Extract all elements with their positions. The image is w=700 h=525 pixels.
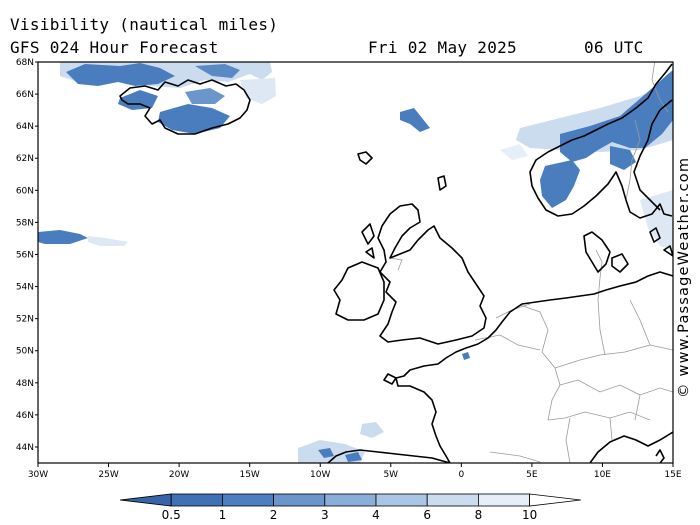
colorbar-swatch bbox=[477, 493, 530, 507]
fog-north-sea-light bbox=[500, 144, 528, 160]
lat-tick-label: 46N bbox=[16, 411, 34, 421]
country-borders bbox=[389, 62, 673, 463]
colorbar-label: 3 bbox=[321, 508, 329, 522]
forecast-time: 06 UTC bbox=[584, 38, 644, 57]
lat-tick-label: 44N bbox=[16, 443, 34, 453]
fog-iceland-interior bbox=[185, 88, 225, 104]
colorbar-label: 2 bbox=[270, 508, 278, 522]
colorbar-swatch bbox=[221, 493, 274, 507]
coast-continent bbox=[395, 271, 673, 463]
colorbar-swatch bbox=[273, 493, 326, 507]
colorbar-swatch bbox=[170, 493, 223, 507]
coast-denmark bbox=[583, 231, 629, 273]
fog-biscay-light bbox=[360, 422, 384, 438]
coast-iceland bbox=[119, 79, 251, 135]
lat-tick-label: 50N bbox=[16, 347, 34, 357]
forecast-label: GFS 024 Hour Forecast bbox=[10, 38, 219, 57]
lat-tick-label: 66N bbox=[16, 90, 34, 100]
fog-channel-dot bbox=[462, 352, 470, 360]
lat-tick-label: 52N bbox=[16, 315, 34, 325]
fog-west-57n bbox=[38, 230, 88, 244]
fog-iceland-south bbox=[158, 104, 230, 134]
lon-tick-label: 30W bbox=[28, 470, 48, 480]
colorbar-label: 10 bbox=[522, 508, 537, 522]
colorbar-high-arrow bbox=[529, 493, 581, 507]
fog-iceland-west bbox=[118, 90, 158, 110]
colorbar-label: 4 bbox=[372, 508, 380, 522]
lon-tick-label: 20W bbox=[169, 470, 189, 480]
coast-norway bbox=[529, 63, 673, 219]
fog-areas bbox=[38, 62, 673, 463]
coast-shetland bbox=[437, 175, 447, 191]
coast-hebrides bbox=[361, 223, 375, 259]
fog-baltic-light bbox=[640, 190, 673, 250]
lon-tick-label: 10E bbox=[594, 470, 611, 480]
lon-tick-label: 0 bbox=[458, 470, 464, 480]
colorbar-label: 6 bbox=[423, 508, 431, 522]
lat-tick-label: 64N bbox=[16, 122, 34, 132]
lat-tick-label: 58N bbox=[16, 218, 34, 228]
lon-tick-label: 5W bbox=[383, 470, 398, 480]
colorbar-swatch bbox=[426, 493, 479, 507]
coastlines bbox=[119, 63, 673, 463]
coast-great-britain bbox=[377, 203, 487, 345]
lon-tick-label: 15E bbox=[664, 470, 681, 480]
colorbar-swatch bbox=[375, 493, 428, 507]
colorbar-label: 8 bbox=[475, 508, 483, 522]
coast-ireland bbox=[333, 261, 385, 321]
coast-faroes bbox=[357, 151, 373, 165]
fog-norway bbox=[560, 70, 673, 162]
coast-iberia-north bbox=[327, 449, 451, 463]
colorbar-low-arrow bbox=[119, 493, 172, 507]
coast-italy-med bbox=[589, 431, 673, 463]
fog-iceland-north bbox=[66, 63, 175, 86]
coast-baltic-islands bbox=[649, 227, 673, 257]
fog-norway-southwest bbox=[540, 160, 580, 208]
axis-ticks: 30W 25W 20W 15W 10W 5W 0 5E 10E 15E 44N 46N 48N 50N 52… bbox=[16, 58, 682, 480]
colorbar-label: 1 bbox=[219, 508, 227, 522]
lat-tick-label: 54N bbox=[16, 283, 34, 293]
coast-sweden-east bbox=[633, 99, 673, 211]
lon-tick-label: 25W bbox=[98, 470, 118, 480]
lon-tick-label: 10W bbox=[310, 470, 330, 480]
forecast-date: Fri 02 May 2025 bbox=[368, 38, 517, 57]
lat-tick-label: 62N bbox=[16, 154, 34, 164]
lat-tick-label: 68N bbox=[16, 58, 34, 68]
fog-sweden-interior bbox=[610, 146, 636, 170]
visibility-colorbar: 0.5 1 2 3 4 6 8 10 bbox=[119, 493, 581, 522]
lon-tick-label: 5E bbox=[526, 470, 538, 480]
fog-west-57n-light bbox=[88, 236, 128, 246]
colorbar-label: 0.5 bbox=[162, 508, 181, 522]
lat-tick-label: 56N bbox=[16, 250, 34, 260]
lat-tick-label: 60N bbox=[16, 186, 34, 196]
map-frame bbox=[37, 61, 674, 464]
fog-iberia bbox=[318, 448, 362, 462]
coast-corsica bbox=[655, 449, 665, 463]
lon-tick-label: 15W bbox=[239, 470, 259, 480]
colorbar-swatch bbox=[324, 493, 377, 507]
coast-brittany bbox=[383, 373, 397, 385]
fog-patch-64n bbox=[400, 108, 430, 132]
chart-title: Visibility (nautical miles) bbox=[10, 15, 279, 34]
lat-tick-label: 48N bbox=[16, 379, 34, 389]
fog-iceland-east bbox=[195, 64, 240, 78]
